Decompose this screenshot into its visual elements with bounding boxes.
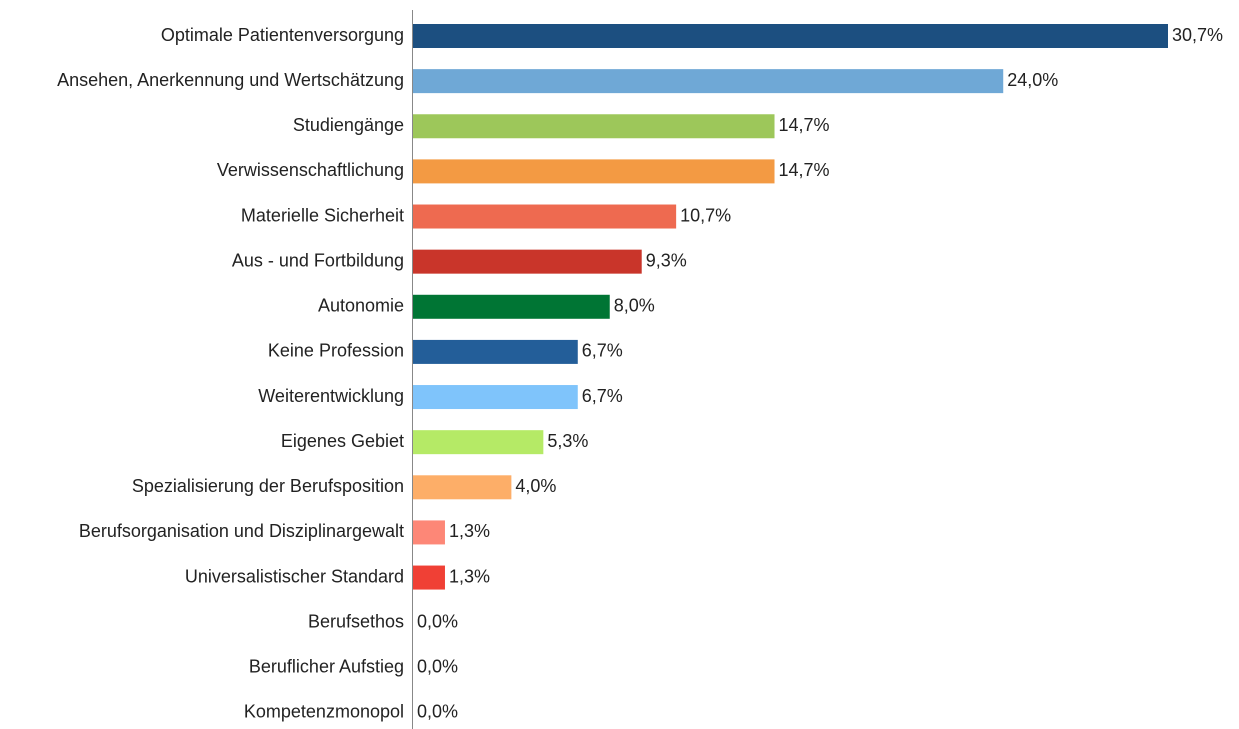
bar	[413, 294, 610, 319]
category-label: Optimale Patientenversorgung	[161, 25, 404, 45]
category-label: Verwissenschaftlichung	[217, 160, 404, 180]
category-label: Universalistischer Standard	[185, 566, 404, 586]
value-label: 4,0%	[515, 476, 556, 496]
value-label: 0,0%	[417, 657, 458, 677]
value-label: 8,0%	[614, 296, 655, 316]
category-label: Keine Profession	[268, 341, 404, 361]
category-label: Aus - und Fortbildung	[232, 250, 404, 270]
bar	[413, 565, 445, 590]
bar	[413, 114, 775, 139]
category-label: Berufsorganisation und Disziplinargewalt	[79, 521, 404, 541]
value-label: 6,7%	[582, 386, 623, 406]
category-label: Weiterentwicklung	[258, 386, 404, 406]
bar	[413, 69, 1004, 94]
bar	[413, 385, 578, 410]
category-label: Materielle Sicherheit	[241, 205, 404, 225]
bar	[413, 520, 445, 545]
bar	[413, 475, 512, 500]
category-label: Berufsethos	[308, 611, 404, 631]
value-label: 1,3%	[449, 521, 490, 541]
category-label: Ansehen, Anerkennung und Wertschätzung	[57, 70, 404, 90]
value-label: 1,3%	[449, 566, 490, 586]
category-label: Autonomie	[318, 296, 404, 316]
category-label: Spezialisierung der Berufsposition	[132, 476, 404, 496]
category-label: Eigenes Gebiet	[281, 431, 404, 451]
bar	[413, 159, 775, 184]
bar	[413, 24, 1168, 48]
value-label: 14,7%	[779, 115, 830, 135]
bar	[413, 430, 544, 455]
value-label: 30,7%	[1172, 25, 1223, 45]
value-label: 6,7%	[582, 341, 623, 361]
value-label: 24,0%	[1007, 70, 1058, 90]
value-label: 14,7%	[779, 160, 830, 180]
value-label: 0,0%	[417, 611, 458, 631]
value-label: 9,3%	[646, 250, 687, 270]
bar	[413, 249, 642, 274]
category-label: Beruflicher Aufstieg	[249, 657, 404, 677]
bar	[413, 204, 677, 229]
bar	[413, 339, 578, 364]
category-label: Kompetenzmonopol	[244, 702, 404, 722]
value-label: 5,3%	[547, 431, 588, 451]
value-label: 0,0%	[417, 702, 458, 722]
value-label: 10,7%	[680, 205, 731, 225]
category-label: Studiengänge	[293, 115, 404, 135]
